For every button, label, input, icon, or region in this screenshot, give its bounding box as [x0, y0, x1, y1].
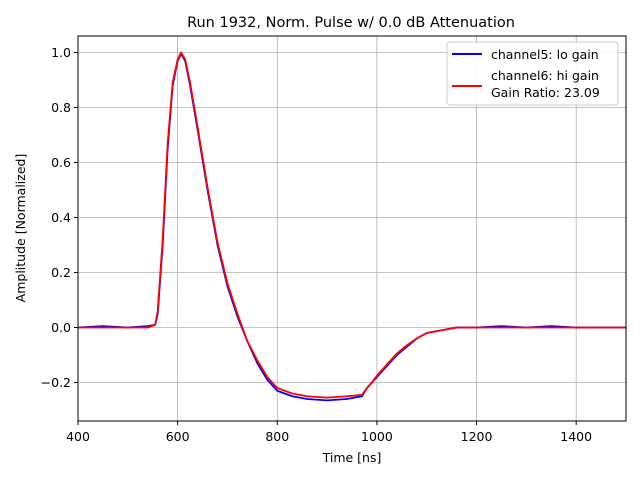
- x-tick-label: 600: [166, 429, 190, 444]
- y-tick-label: 0.0: [51, 320, 71, 335]
- y-tick-label: 1.0: [51, 45, 71, 60]
- plot-frame: [77, 35, 627, 422]
- x-tick-label: 1000: [361, 429, 393, 444]
- x-axis-label: Time [ns]: [322, 450, 382, 465]
- series-line-channel6: [78, 51, 626, 399]
- y-tick-label: 0.4: [51, 210, 71, 225]
- legend-label-channel5: channel5: lo gain: [491, 47, 599, 62]
- legend-label-gain-ratio: Gain Ratio: 23.09: [491, 85, 600, 100]
- y-axis-label: Amplitude [Normalized]: [13, 154, 28, 303]
- y-tick-label: 0.2: [51, 265, 71, 280]
- legend: channel5: lo gain channel6: hi gain Gain…: [446, 41, 619, 106]
- chart-title: Run 1932, Norm. Pulse w/ 0.0 dB Attenuat…: [187, 15, 515, 31]
- x-tick-label: 1400: [560, 429, 592, 444]
- series-layer: [77, 51, 626, 402]
- axis-ticks: 400 600 800 1000 1200 1400 −0.2 0.0 0.2 0.4 0.6 0.8…: [41, 45, 592, 444]
- x-tick-label: 800: [265, 429, 289, 444]
- y-tick-label: 0.8: [51, 100, 71, 115]
- y-tick-label: 0.6: [51, 155, 71, 170]
- legend-label-channel6: channel6: hi gain: [491, 68, 599, 83]
- x-tick-label: 400: [66, 429, 90, 444]
- x-tick-label: 1200: [461, 429, 493, 444]
- grid-lines: [77, 36, 626, 421]
- legend-box: [446, 41, 619, 106]
- y-tick-label: −0.2: [41, 375, 71, 390]
